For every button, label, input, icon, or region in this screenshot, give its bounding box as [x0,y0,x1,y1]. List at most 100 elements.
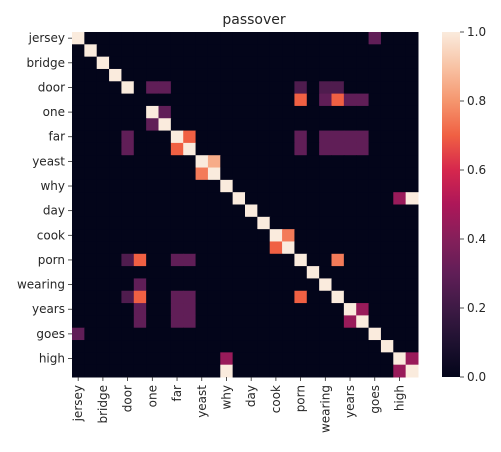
heatmap-cell [121,142,135,156]
heatmap-cell [146,179,159,193]
heatmap-cell [133,241,147,255]
heatmap-cell [343,278,357,292]
heatmap-cell [356,327,370,341]
heatmap-cell [195,229,209,242]
heatmap-cell [195,253,209,267]
x-tick-label: porn [294,385,308,412]
heatmap-cell [109,229,122,242]
heatmap-cell [393,142,407,156]
heatmap-cell [331,315,345,329]
heatmap-cell [294,93,308,107]
heatmap-cell [269,81,283,95]
heatmap-cell [220,130,234,144]
heatmap-cell [133,266,147,279]
y-tick-label: goes [36,327,65,341]
heatmap-cell [319,364,332,378]
heatmap-cell [146,364,159,378]
heatmap-cell [405,352,419,366]
heatmap-cell [368,105,382,119]
heatmap-cell [343,241,357,255]
heatmap-cell [195,216,209,230]
heatmap-cell [72,327,85,341]
heatmap-cell [319,327,332,341]
heatmap-cell [356,118,370,132]
heatmap-cell [195,303,209,316]
heatmap-cell [306,81,320,95]
x-tick-label: yeast [195,385,209,418]
heatmap-cell [257,118,271,132]
heatmap-cell [96,290,110,304]
heatmap-cell [343,56,357,70]
heatmap-cell [170,130,184,144]
heatmap-cell [257,81,271,95]
heatmap-cell [331,352,345,366]
heatmap-cell [232,155,246,169]
heatmap-cell [282,340,295,353]
heatmap-cell [146,278,159,292]
heatmap-cell [331,192,345,205]
heatmap-cell [146,192,159,205]
heatmap-cell [294,229,308,242]
heatmap-cell [368,266,382,279]
heatmap-cell [207,327,221,341]
heatmap-cell [257,253,271,267]
heatmap-cell [207,44,221,58]
heatmap-cell [343,142,357,156]
heatmap-cell [232,229,246,242]
heatmap-cell [121,56,135,70]
heatmap-cell [121,204,135,218]
heatmap-cell [269,44,283,58]
heatmap-cell [393,44,407,58]
heatmap-cell [245,278,258,292]
heatmap-cell [72,253,85,267]
heatmap-cell [72,364,85,378]
heatmap-cell [109,130,122,144]
heatmap-cell [183,44,197,58]
heatmap-cell [232,241,246,255]
heatmap-cell [294,192,308,205]
heatmap-cell [207,241,221,255]
heatmap-cell [343,229,357,242]
heatmap-cell [380,229,394,242]
heatmap-cell [393,278,407,292]
heatmap-cell [170,179,184,193]
heatmap-cell [121,266,135,279]
heatmap-cell [84,253,98,267]
heatmap-cell [121,93,135,107]
heatmap-cell [207,278,221,292]
heatmap-cell [183,340,197,353]
heatmap-cell [380,241,394,255]
heatmap-cell [220,340,234,353]
heatmap-cell [282,352,295,366]
heatmap-cell [96,44,110,58]
heatmap-cell [121,192,135,205]
heatmap-cell [158,229,172,242]
heatmap-cell [405,192,419,205]
heatmap-cell [232,253,246,267]
heatmap-cell [343,327,357,341]
heatmap-cell [306,340,320,353]
heatmap-cell [109,352,122,366]
heatmap-cell [343,118,357,132]
heatmap-cell [207,81,221,95]
heatmap-cell [84,155,98,169]
heatmap-cell [72,266,85,279]
heatmap-cell [294,105,308,119]
heatmap-cell [380,315,394,329]
heatmap-cell [183,229,197,242]
heatmap-cell [306,68,320,82]
heatmap-cell [133,32,147,45]
heatmap-cell [269,167,283,181]
heatmap-cell [368,229,382,242]
heatmap-cell [183,266,197,279]
heatmap-cell [393,167,407,181]
heatmap-cell [405,327,419,341]
heatmap-cell [405,68,419,82]
heatmap-cell [84,192,98,205]
heatmap-cell [245,105,258,119]
heatmap-cell [220,142,234,156]
heatmap-cell [306,241,320,255]
heatmap-cell [121,290,135,304]
heatmap-cell [306,155,320,169]
heatmap-cell [269,253,283,267]
